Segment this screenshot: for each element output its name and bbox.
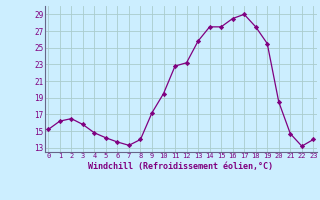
X-axis label: Windchill (Refroidissement éolien,°C): Windchill (Refroidissement éolien,°C) <box>88 162 273 171</box>
